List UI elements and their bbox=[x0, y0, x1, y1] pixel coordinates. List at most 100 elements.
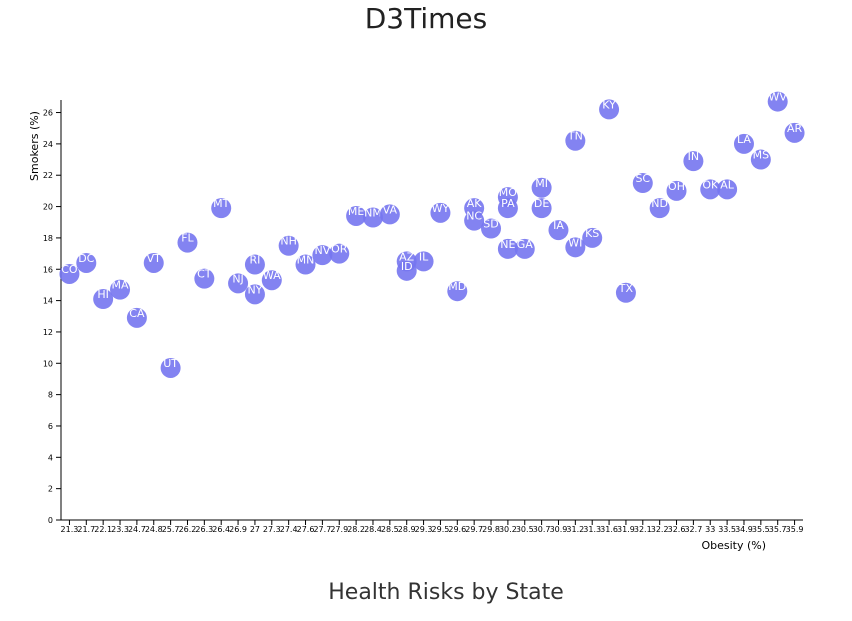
data-point-label: FL bbox=[181, 232, 194, 245]
data-point-label: ID bbox=[401, 260, 413, 273]
data-point bbox=[497, 198, 518, 219]
data-point bbox=[396, 260, 417, 281]
data-point bbox=[514, 238, 535, 259]
data-point-label: PA bbox=[501, 197, 515, 210]
data-point-label: IA bbox=[553, 219, 564, 232]
data-point-label: CA bbox=[129, 307, 145, 320]
data-point-label: NH bbox=[280, 235, 297, 248]
data-point bbox=[110, 279, 131, 300]
x-axis-title: Obesity (%) bbox=[701, 539, 766, 552]
data-point bbox=[481, 218, 502, 239]
y-tick-label: 16 bbox=[43, 265, 53, 274]
data-point bbox=[767, 91, 788, 112]
data-point bbox=[362, 207, 383, 228]
x-tick-label: 23.3 bbox=[111, 525, 129, 534]
x-tick-label: 35.7 bbox=[769, 525, 787, 534]
x-tick-label: 29.6 bbox=[448, 525, 466, 534]
x-tick-label: 30.5 bbox=[516, 525, 534, 534]
data-point bbox=[666, 180, 687, 201]
x-tick-label: 27.6 bbox=[297, 525, 315, 534]
data-point-label: VA bbox=[383, 203, 398, 216]
data-point-label: NJ bbox=[232, 272, 243, 285]
y-tick-label: 4 bbox=[48, 453, 53, 462]
data-point bbox=[700, 179, 721, 200]
data-point bbox=[329, 243, 350, 264]
y-tick-label: 12 bbox=[43, 328, 53, 337]
x-tick-label: 21.3 bbox=[61, 525, 79, 534]
data-point bbox=[565, 130, 586, 151]
x-tick-label: 33.5 bbox=[718, 525, 736, 534]
data-point-label: KY bbox=[602, 98, 616, 111]
data-point-label: MD bbox=[448, 280, 466, 293]
data-point bbox=[76, 252, 97, 273]
x-tick-label: 27.3 bbox=[263, 525, 281, 534]
data-point-label: HI bbox=[97, 288, 109, 301]
x-tick-label: 31.9 bbox=[617, 525, 635, 534]
x-tick-label: 32.7 bbox=[684, 525, 702, 534]
x-tick-label: 21.7 bbox=[77, 525, 95, 534]
data-point-label: MS bbox=[753, 149, 769, 162]
page-title: D3Times bbox=[364, 2, 488, 35]
y-tick-label: 20 bbox=[43, 203, 53, 212]
y-tick-label: 2 bbox=[48, 485, 53, 494]
x-tick-label: 27 bbox=[250, 525, 260, 534]
x-tick-label: 27.4 bbox=[280, 525, 298, 534]
data-point-label: NY bbox=[247, 283, 262, 296]
x-tick-label: 26.9 bbox=[229, 525, 247, 534]
data-point bbox=[717, 179, 738, 200]
data-point bbox=[531, 177, 552, 198]
data-point bbox=[126, 307, 147, 328]
x-tick-label: 32.6 bbox=[668, 525, 686, 534]
x-tick-label: 22.1 bbox=[94, 525, 112, 534]
data-point-label: WI bbox=[568, 236, 582, 249]
data-point bbox=[295, 254, 316, 275]
data-point bbox=[228, 273, 249, 294]
x-tick-label: 28.2 bbox=[347, 525, 365, 534]
data-point-label: KS bbox=[585, 227, 599, 240]
x-tick-label: 31.3 bbox=[583, 525, 601, 534]
data-point-label: SD bbox=[483, 218, 498, 231]
x-tick-label: 35.5 bbox=[752, 525, 770, 534]
data-point-label: NM bbox=[364, 207, 382, 220]
y-axis-title: Smokers (%) bbox=[28, 111, 41, 181]
data-point-label: DE bbox=[534, 197, 549, 210]
data-point-label: MO bbox=[499, 186, 517, 199]
data-point-label: AL bbox=[720, 178, 735, 191]
data-point-label: LA bbox=[737, 133, 751, 146]
data-point-label: WV bbox=[769, 91, 788, 104]
x-tick-label: 30.7 bbox=[533, 525, 551, 534]
data-point-label: CO bbox=[61, 263, 78, 276]
y-tick-label: 0 bbox=[48, 516, 53, 525]
data-point-label: MN bbox=[297, 254, 315, 267]
x-tick-label: 33 bbox=[705, 525, 715, 534]
x-tick-label: 26.4 bbox=[212, 525, 230, 534]
data-point-label: CT bbox=[197, 268, 212, 281]
data-point bbox=[261, 270, 282, 291]
x-tick-label: 32.2 bbox=[651, 525, 669, 534]
y-tick-label: 22 bbox=[43, 171, 53, 180]
data-point-label: UT bbox=[163, 357, 178, 370]
x-tick-label: 28.5 bbox=[381, 525, 399, 534]
data-point bbox=[143, 252, 164, 273]
data-point-label: MT bbox=[213, 197, 229, 210]
data-point bbox=[599, 99, 620, 120]
data-point-label: IL bbox=[419, 250, 429, 263]
x-tick-label: 29.7 bbox=[465, 525, 483, 534]
x-tick-label: 25.7 bbox=[162, 525, 180, 534]
data-point-label: NE bbox=[500, 238, 515, 251]
x-tick-label: 26.3 bbox=[195, 525, 213, 534]
data-point bbox=[565, 237, 586, 258]
data-point bbox=[615, 282, 636, 303]
data-point-label: AR bbox=[787, 122, 803, 135]
data-point-label: RI bbox=[249, 254, 260, 267]
data-point-label: NC bbox=[466, 210, 482, 223]
x-tick-label: 31.2 bbox=[566, 525, 584, 534]
data-point bbox=[160, 357, 181, 378]
x-tick-label: 32.1 bbox=[634, 525, 652, 534]
x-tick-label: 35.9 bbox=[786, 525, 804, 534]
data-point-label: TN bbox=[567, 130, 583, 143]
data-point bbox=[244, 254, 265, 275]
data-point bbox=[733, 133, 754, 154]
x-tick-label: 34.9 bbox=[735, 525, 753, 534]
x-tick-label: 24.7 bbox=[128, 525, 146, 534]
